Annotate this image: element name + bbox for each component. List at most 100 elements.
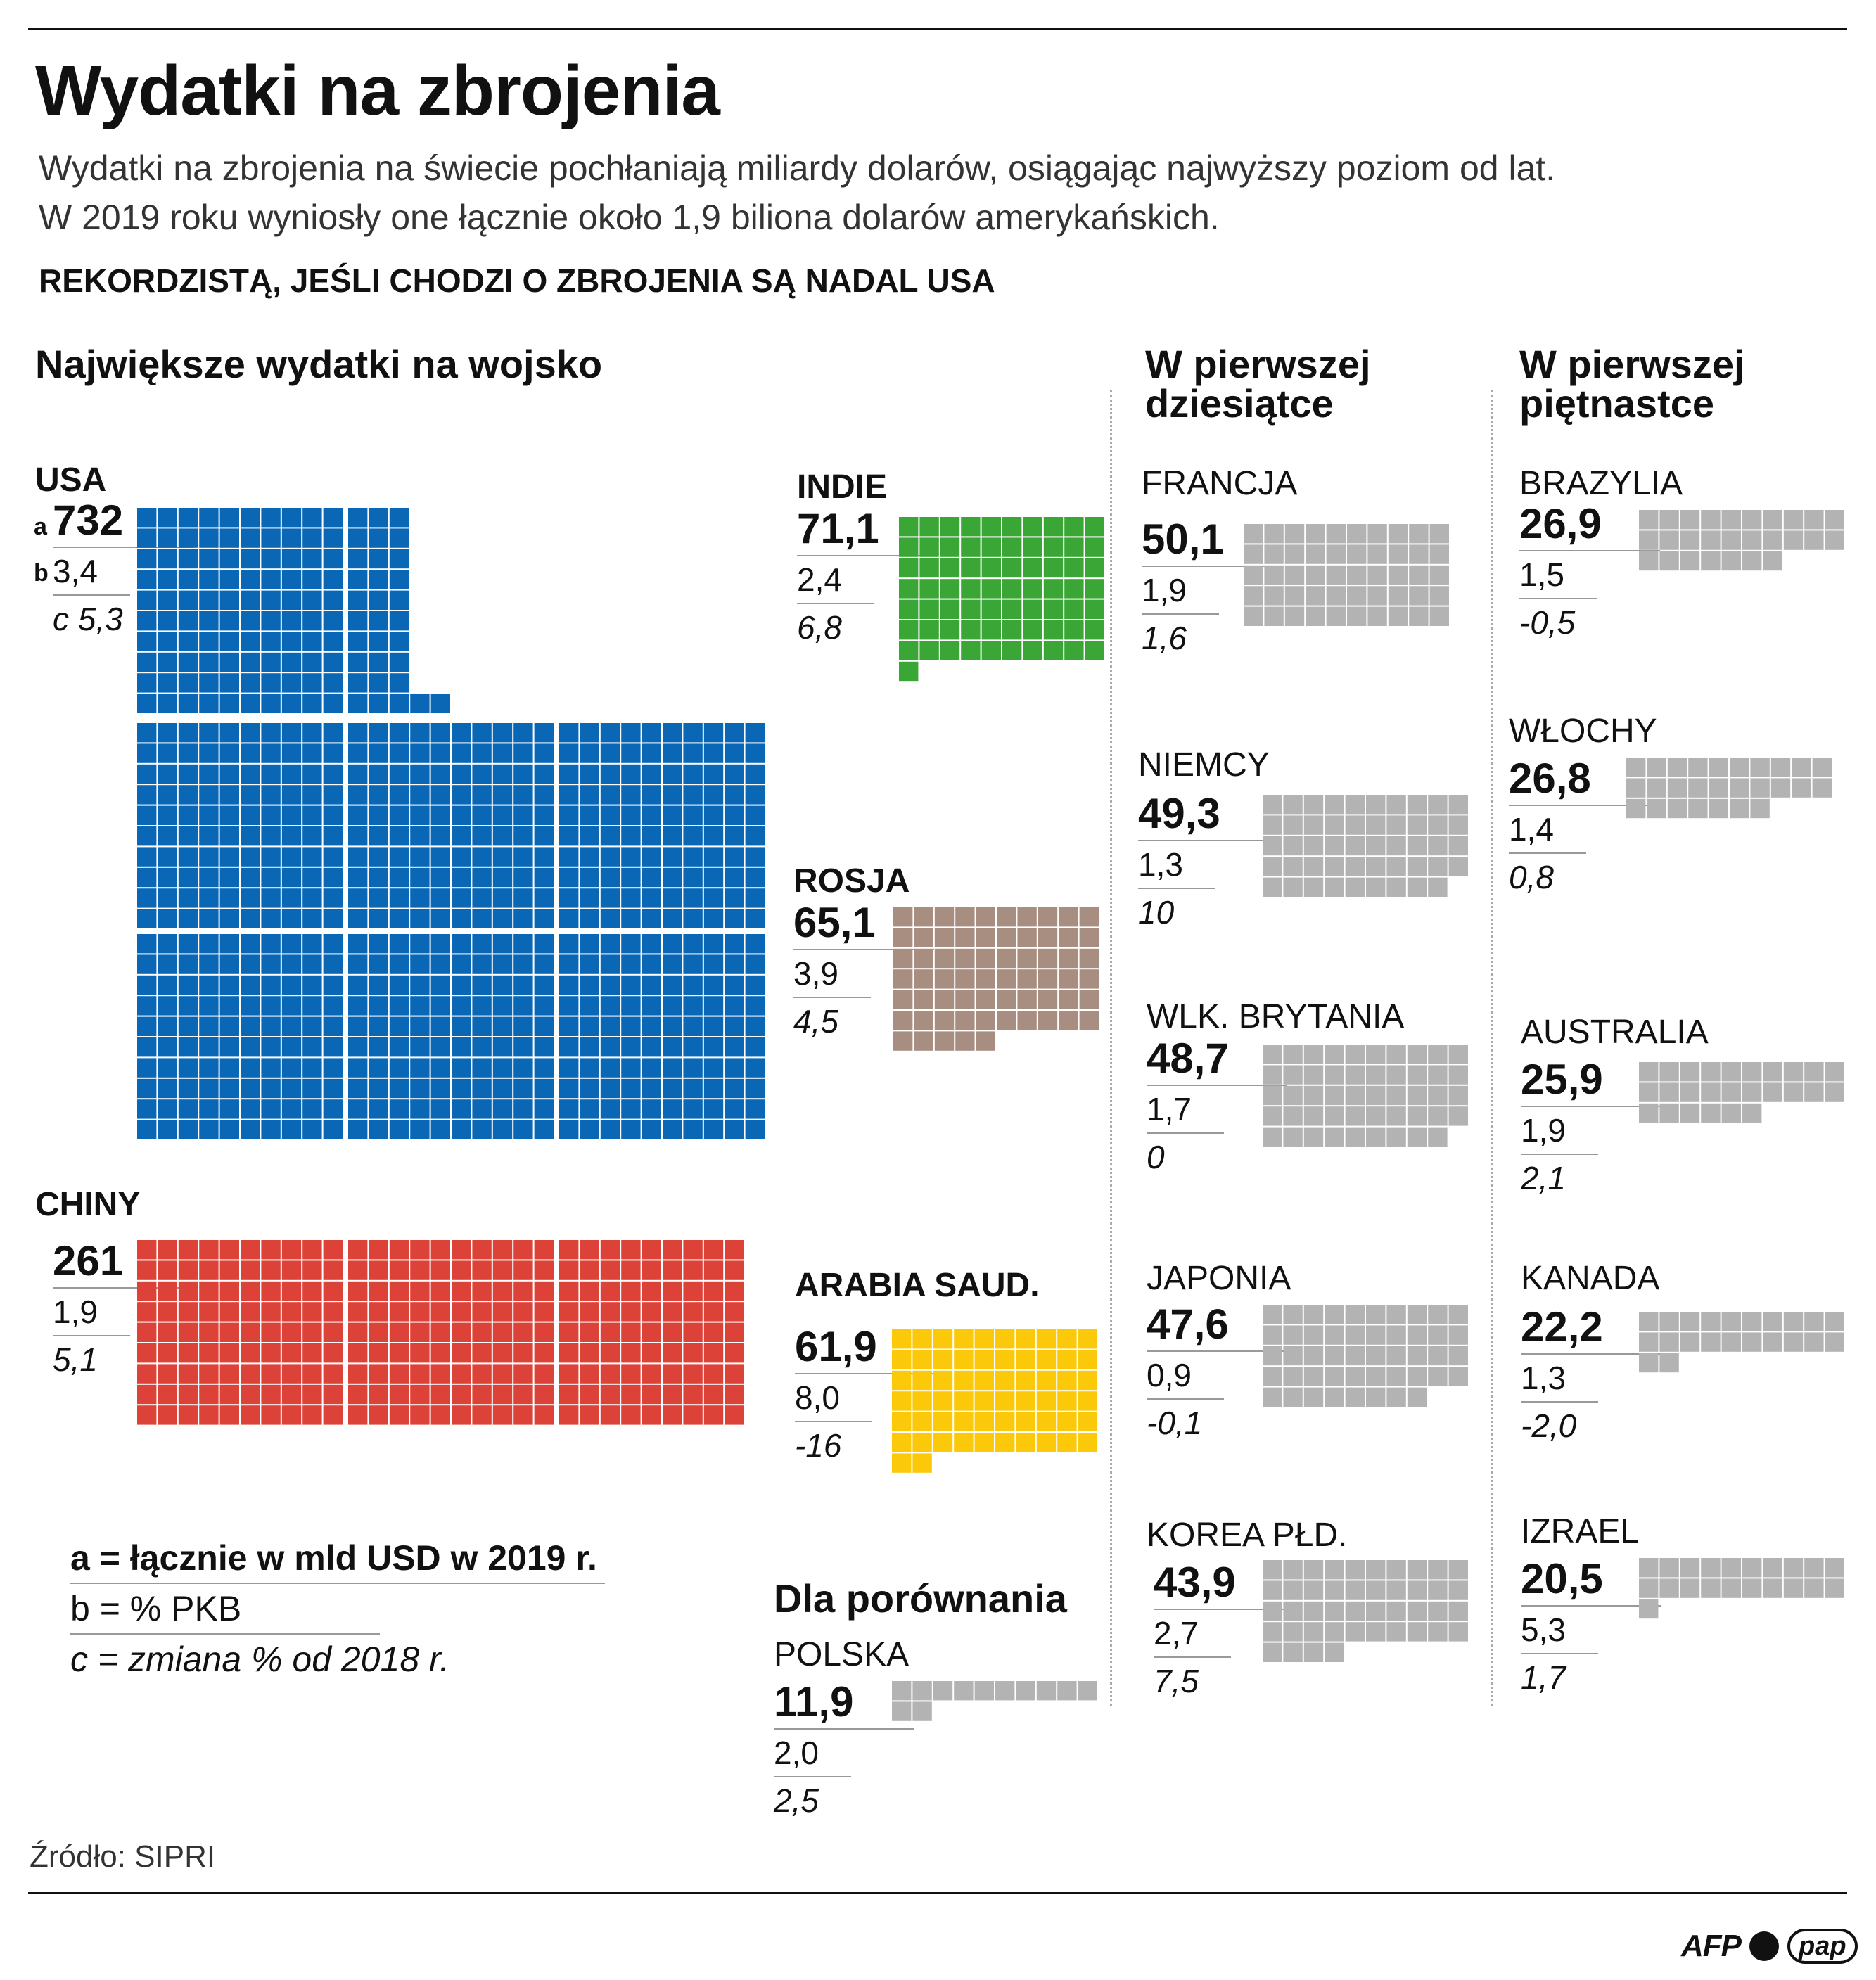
waffle-square-chiny [663,1281,682,1301]
waffle-square-usa [281,723,302,743]
waffle-square-niemcy [1428,877,1448,897]
country-name-izrael: IZRAEL [1521,1513,1640,1550]
waffle-square-usa [348,632,368,651]
value-total-rosja: 65,1 [793,898,934,950]
waffle-square-usa [559,867,579,888]
waffle-square-chiny [663,1343,682,1363]
waffle-square-usa [472,743,492,763]
waffle-square-usa [703,1037,724,1057]
waffle-square-wlk-brytania [1366,1065,1386,1085]
waffle-square-chiny [621,1281,641,1301]
waffle-square-francja [1409,524,1429,544]
waffle-square-brazylia [1783,530,1804,550]
waffle-square-usa [663,954,682,974]
waffle-square-usa [663,785,682,805]
waffle-square-chiny [261,1343,281,1363]
waffle-square-indie [1002,641,1022,660]
waffle-square-usa [580,1058,599,1078]
waffle-square-usa [241,805,260,825]
waffle-square-usa [745,909,765,928]
waffle-square-usa [580,1120,599,1139]
waffle-square-usa [348,996,368,1016]
waffle-square-korea-pld [1428,1622,1448,1642]
waffle-square-chiny [389,1240,409,1260]
waffle-square-rosja [893,928,913,947]
waffle-square-kanada [1742,1312,1762,1331]
waffle-square-niemcy [1325,877,1344,897]
waffle-square-indie [1023,517,1042,537]
country-name-brazylia: BRAZYLIA [1519,465,1683,502]
waffle-square-arabia-saud [892,1412,912,1431]
waffle-square-arabia-saud [1016,1329,1035,1349]
waffle-grid-francja [1244,524,1449,626]
waffle-square-wlk-brytania [1366,1045,1386,1064]
waffle-square-chiny [158,1322,177,1342]
waffle-square-chiny [452,1405,471,1425]
waffle-square-usa [663,826,682,846]
waffle-square-usa [580,909,599,928]
waffle-square-wlochy [1667,798,1687,819]
waffle-square-usa [302,996,322,1016]
waffle-square-niemcy [1428,836,1448,856]
waffle-square-arabia-saud [1036,1370,1057,1391]
waffle-square-australia [1721,1062,1741,1082]
waffle-square-niemcy [1428,815,1448,835]
waffle-square-brazylia [1639,551,1659,571]
waffle-square-usa [600,1078,620,1099]
waffle-square-usa [199,1078,219,1099]
waffle-square-wlk-brytania [1345,1065,1365,1085]
waffle-square-usa [492,888,513,908]
waffle-square-wlochy [1770,778,1791,798]
waffle-square-francja [1284,586,1305,606]
country-values-francja: 50,1 1,9 1,6 [1142,515,1282,661]
waffle-square-kanada [1721,1332,1741,1352]
intro-line-2: W 2019 roku wyniosły one łącznie około 1… [39,198,1220,237]
value-change-wlochy: 0,8 [1509,859,1554,895]
waffle-square-rosja [997,948,1016,969]
waffle-square-usa [281,694,302,713]
waffle-square-chiny [580,1260,599,1280]
waffle-square-francja [1429,565,1449,585]
waffle-square-usa [137,867,157,888]
waffle-square-chiny [199,1405,219,1425]
waffle-square-chiny [389,1364,409,1384]
waffle-square-arabia-saud [1057,1329,1077,1349]
waffle-square-wlk-brytania [1263,1045,1282,1064]
waffle-square-niemcy [1303,795,1324,815]
waffle-square-izrael [1680,1558,1700,1578]
waffle-square-usa [158,934,177,954]
comparison-label: Dla porównania [774,1576,1067,1621]
waffle-square-usa [261,590,281,610]
waffle-square-usa [745,975,765,995]
waffle-square-niemcy [1386,836,1406,856]
waffle-square-chiny [559,1240,579,1260]
waffle-square-rosja [1038,969,1058,989]
waffle-square-usa [137,549,157,569]
waffle-square-usa [137,934,157,954]
waffle-square-usa [261,785,281,805]
waffle-square-chiny [452,1240,471,1260]
waffle-square-usa [323,1078,343,1099]
waffle-square-australia [1659,1062,1679,1082]
waffle-square-wlochy [1709,798,1728,819]
waffle-square-francja [1326,565,1346,585]
waffle-square-wlochy [1750,758,1770,777]
waffle-square-usa [703,975,724,995]
waffle-square-niemcy [1345,795,1365,815]
waffle-square-usa [580,867,599,888]
column-heading-top15-line2: piętnastce [1519,381,1714,426]
waffle-square-usa [534,723,554,743]
waffle-square-usa [580,764,599,784]
waffle-square-japonia [1407,1387,1427,1407]
waffle-square-usa [199,1016,219,1036]
waffle-square-usa [452,975,471,995]
waffle-square-indie [981,599,1001,619]
waffle-square-usa [241,867,260,888]
waffle-square-arabia-saud [892,1370,912,1391]
waffle-square-usa [219,909,239,928]
waffle-square-australia [1742,1062,1762,1082]
waffle-square-japonia [1325,1387,1344,1407]
waffle-square-usa [452,743,471,763]
waffle-square-arabia-saud [995,1412,1015,1431]
waffle-square-arabia-saud [1078,1329,1097,1349]
